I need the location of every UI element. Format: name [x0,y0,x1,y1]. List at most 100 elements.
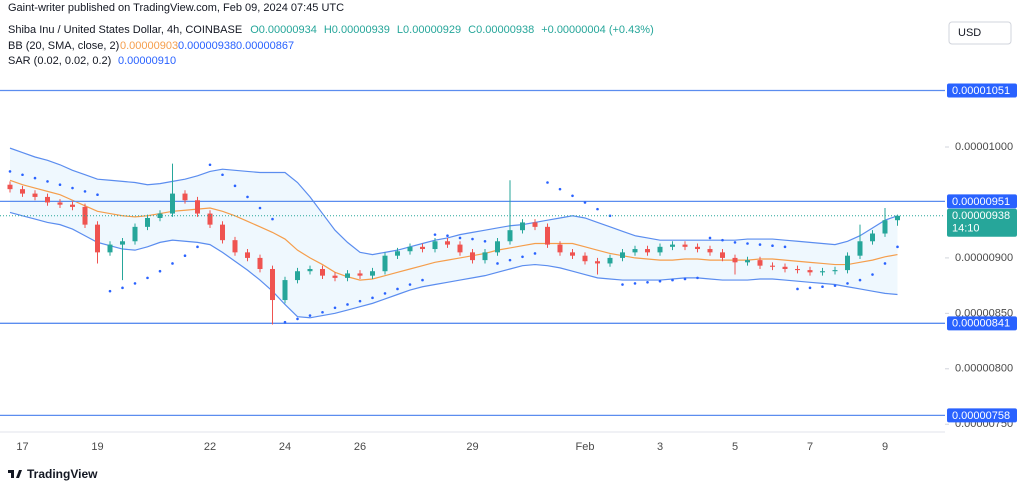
candle-body [370,271,375,276]
candle-body [832,270,838,272]
sar-dot [183,254,187,257]
x-tick-label: 5 [732,441,738,453]
candle-body [707,249,713,253]
candle-body [520,222,525,231]
sar-dot [671,278,674,282]
x-tick-label: 3 [657,441,663,453]
sar-dot [46,180,49,183]
candle-body [582,255,588,262]
candle-body [545,226,550,245]
level-tag [947,316,1017,331]
currency[interactable]: USD [958,27,981,39]
level-label: 0.00000951 [952,196,1010,208]
candle-body [820,271,825,273]
last-price-label: 0.00000938 [952,210,1010,222]
candle-body [320,268,325,276]
sar-dot [383,292,387,295]
y-tick-label: 0.00000800 [955,363,1013,375]
bb-label: BB (20, SMA, close, 2) [8,40,119,52]
sar-dot [246,195,249,199]
sar-dot [308,314,312,317]
candle-body [745,260,750,263]
candle-body [532,222,538,227]
sar-label: SAR (0.02, 0.02, 0.2) [8,55,111,67]
sar-dot [221,173,224,177]
candle-body [232,240,238,253]
x-tick-label: 26 [354,441,366,453]
sar-dot [358,299,362,303]
candle-body [845,255,850,271]
level-tag [947,408,1017,423]
y-tick-label: 0.00000850 [955,307,1013,319]
sar-dot [21,173,24,177]
level-label: 0.00000841 [952,318,1010,330]
sar-dot [371,296,374,300]
sar-dot [321,310,324,314]
x-tick-label: 29 [466,441,478,453]
candle-body [495,241,500,253]
x-tick-label: 22 [204,441,216,453]
candle-body [445,241,450,245]
sar-dot [771,244,774,248]
sar-dot [896,245,899,249]
logo-shape [16,470,22,478]
sar-dot [808,286,812,290]
candle-body [720,252,725,258]
bb-middle-value: 0.00000903 [120,40,178,52]
sar-dot [133,282,137,285]
x-tick-label: 24 [279,441,291,453]
bb-upper-line [9,147,898,256]
sar-dot [846,282,849,285]
sar-dot [233,184,237,188]
sar-dot [646,281,649,284]
ohlc-value: H0.00000939 [324,24,390,36]
candle-body [332,275,338,278]
candle-body [407,246,413,252]
currency-button[interactable] [948,21,1012,45]
sar-dot [833,284,837,287]
candle-body [282,280,288,301]
bb-upper-value: 0.00000938 [178,40,236,52]
candle-body [732,257,738,263]
sar-dot [58,183,62,187]
candle-body [20,189,25,194]
candle-body [357,273,363,276]
candle-body [132,226,138,242]
level-label: 0.00001051 [952,85,1010,97]
sar-dot [546,181,549,184]
ohlc-value: +0.00000004 (+0.43%) [541,24,654,36]
sar-dot [796,287,799,291]
bb-lower-line [9,211,898,319]
sar-dot [121,286,124,290]
sar-dot [508,258,512,262]
candle-body [270,268,275,301]
ohlc-values: O0.00000934 H0.00000939 L0.00000929 C0.0000… [250,24,654,36]
level-tag [947,83,1017,98]
sar-dot [708,236,712,240]
candle-body [482,252,488,261]
candle-body [395,251,400,256]
sar-dot [583,201,587,204]
candle-body [657,246,663,253]
bb-band-fill [10,148,898,318]
sar-dot [433,233,437,236]
candle-body [457,244,463,253]
sar-dot [296,317,299,321]
candle-body [207,213,213,225]
sar-dot [633,282,637,285]
level-label: 0.00000758 [952,410,1010,422]
sar-dot [8,170,12,173]
candle-body [295,271,300,281]
sar-dot [596,207,599,211]
sar-dot [108,289,112,293]
candle-body [770,265,775,267]
brand: TradingView [27,467,98,481]
sar-dot [283,320,287,324]
candle-body [620,252,625,258]
candle-body [807,270,813,273]
sar-dot [196,245,199,249]
sar-dot [83,190,87,193]
countdown: 14:10 [952,223,980,235]
candle-body [245,252,250,258]
